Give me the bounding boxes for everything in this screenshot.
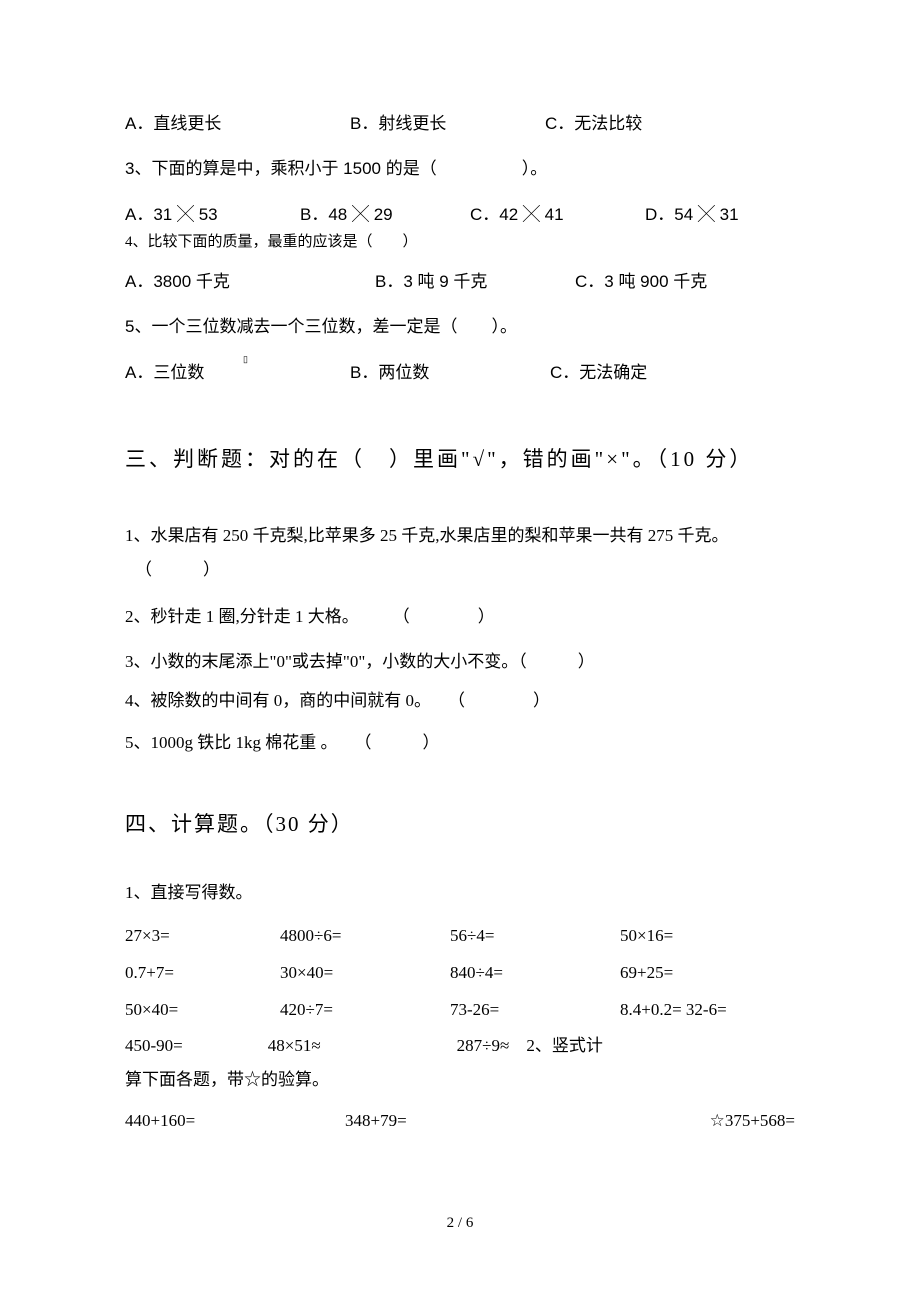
q2-opt-b: B．射线更长 (350, 110, 545, 137)
s4-wrap1: 450-90= 48×51≈ 287÷9≈ 2、竖式计 (125, 1029, 795, 1063)
section3-title: 三、判断题：对的在（ ）里画"√"，错的画"×"。（10 分） (125, 438, 795, 480)
q4-opt-b: B．3 吨 9 千克 (375, 268, 575, 295)
q5-opt-a: A．三位数 ▯ (125, 358, 250, 383)
calc-r1c4: 50×16= (620, 917, 795, 954)
s4-row5c: ☆375+568= (665, 1111, 795, 1131)
q4-stem: 4、比较下面的质量，最重的应该是（ ） (125, 231, 795, 254)
calc-r3c3: 73-26= (450, 991, 620, 1028)
calc-r3c4: 8.4+0.2= 32-6= (620, 991, 795, 1028)
s4-row5b: 348+79= (345, 1111, 665, 1131)
s4-wrap2: 算下面各题，带☆的验算。 (125, 1063, 795, 1097)
calc-r2c2: 30×40= (280, 954, 450, 991)
calc-r2c3: 840÷4= (450, 954, 620, 991)
s3-q3: 3、小数的末尾添上"0"或去掉"0"，小数的大小不变。（ ） (125, 649, 795, 675)
q3-opt-a: A．31 ╳ 53 (125, 200, 300, 225)
q3-opt-d: D．54 ╳ 31 (645, 200, 739, 225)
section4-title: 四、计算题。（30 分） (125, 808, 795, 838)
calc-r2c4: 69+25= (620, 954, 795, 991)
s4-row5a: 440+160= (125, 1111, 345, 1131)
calc-r1c2: 4800÷6= (280, 917, 450, 954)
calc-grid: 27×3= 4800÷6= 56÷4= 50×16= 0.7+7= 30×40=… (125, 917, 795, 1029)
q3-options: A．31 ╳ 53 B．48 ╳ 29 C．42 ╳ 41 D．54 ╳ 31 (125, 200, 795, 225)
s3-q4: 4、被除数的中间有 0，商的中间就有 0。 （ ） (125, 688, 795, 714)
q3-opt-b: B．48 ╳ 29 (300, 200, 470, 225)
calc-r2c1: 0.7+7= (125, 954, 280, 991)
q4-opt-c: C．3 吨 900 千克 (575, 268, 707, 295)
s3-q1-b: （ ） (135, 555, 795, 580)
q3-opt-c: C．42 ╳ 41 (470, 200, 645, 225)
q2-opt-a: A．直线更长 (125, 110, 350, 137)
q4-options: A．3800 千克 B．3 吨 9 千克 C．3 吨 900 千克 (125, 268, 795, 295)
calc-r3c1: 50×40= (125, 991, 280, 1028)
page-footer: 2 / 6 (0, 1215, 920, 1232)
q5-opt-b: B．两位数 (350, 358, 550, 383)
q5-stem: 5、一个三位数减去一个三位数，差一定是（ ）。 (125, 313, 795, 340)
s3-q1-a: 1、水果店有 250 千克梨,比苹果多 25 千克,水果店里的梨和苹果一共有 2… (125, 520, 795, 552)
calc-r3c2: 420÷7= (280, 991, 450, 1028)
box-glyph-icon: ▯ (243, 354, 248, 365)
s3-q2: 2、秒针走 1 圈,分针走 1 大格。 （ ） (125, 602, 795, 627)
s4-q1-label: 1、直接写得数。 (125, 878, 795, 903)
s4-row5: 440+160= 348+79= ☆375+568= (125, 1111, 795, 1131)
q5-opt-c: C．无法确定 (550, 358, 647, 383)
calc-r1c3: 56÷4= (450, 917, 620, 954)
q3-stem: 3、下面的算是中，乘积小于 1500 的是（ ）。 (125, 155, 795, 182)
calc-r1c1: 27×3= (125, 917, 280, 954)
q5-opt-a-text: A．三位数 (125, 363, 204, 382)
q4-opt-a: A．3800 千克 (125, 268, 375, 295)
q2-options: A．直线更长 B．射线更长 C．无法比较 (125, 110, 795, 137)
q5-options: A．三位数 ▯ B．两位数 C．无法确定 (125, 358, 795, 383)
s3-q5: 5、1000g 铁比 1kg 棉花重 。 （ ） (125, 728, 795, 753)
q2-opt-c: C．无法比较 (545, 110, 642, 137)
